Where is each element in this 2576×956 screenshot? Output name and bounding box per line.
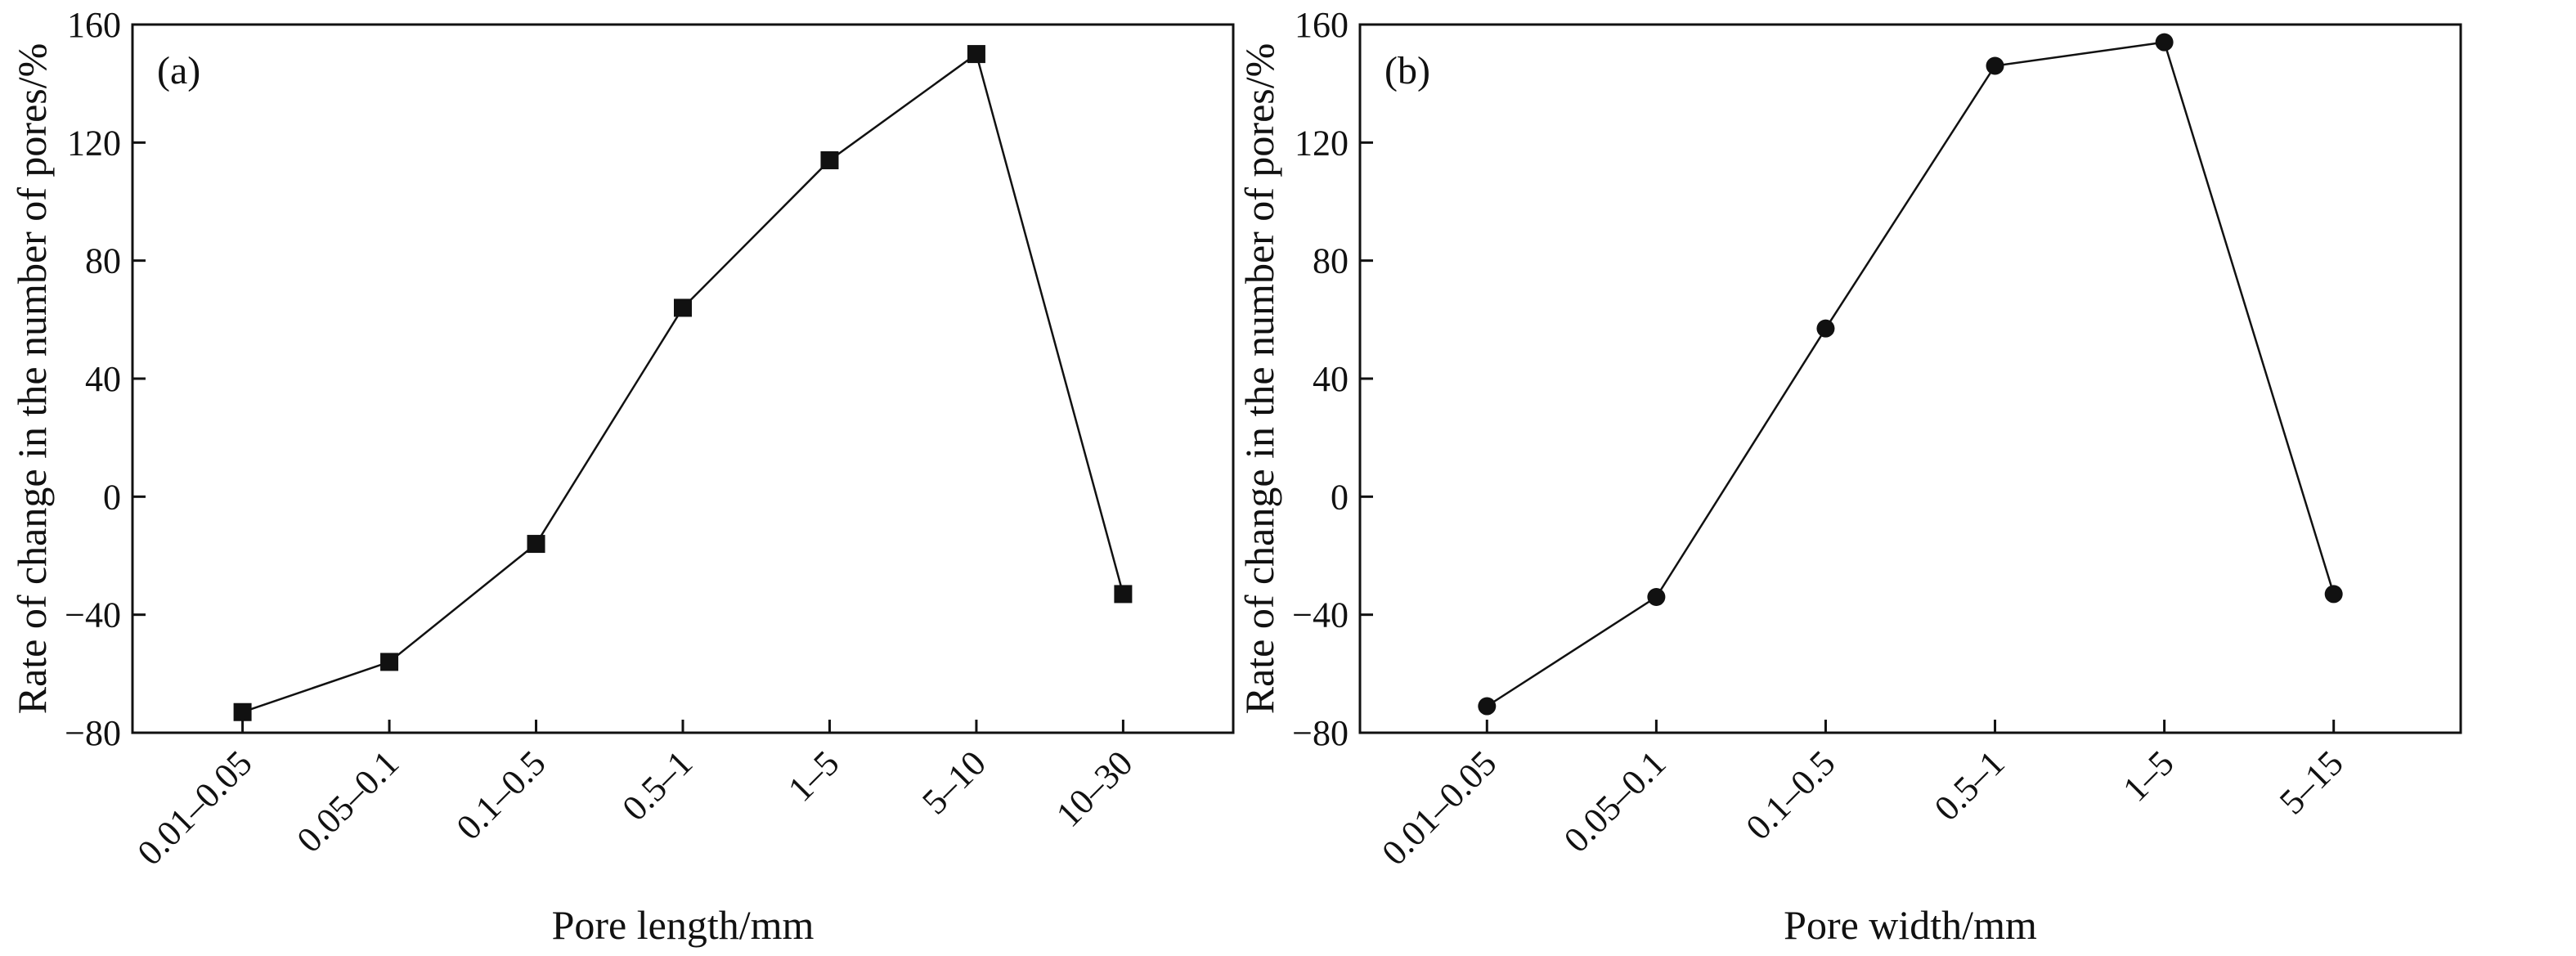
panel-label-b: (b)	[1384, 49, 1430, 92]
data-point-a	[527, 535, 545, 554]
x-tick-label-a: 1–5	[780, 743, 846, 809]
x-tick-label-b: 0.5–1	[1927, 743, 2013, 828]
data-point-a	[1114, 585, 1133, 604]
x-axis-title-b: Pore width/mm	[1784, 902, 2037, 948]
y-tick-label-b: 0	[1331, 477, 1349, 517]
x-tick-label-a: 0.5–1	[614, 743, 700, 828]
y-tick-label-a: −40	[65, 595, 121, 635]
y-axis-title-b: Rate of change in the number of pores/%	[1236, 43, 1282, 715]
panel-label-a: (a)	[157, 49, 200, 92]
y-tick-label-b: 80	[1313, 241, 1349, 281]
data-point-b	[1816, 319, 1835, 338]
series-line-b	[1486, 41, 2335, 707]
y-tick-label-b: −80	[1292, 713, 1349, 753]
data-point-a	[820, 150, 839, 169]
plot-frame-b	[1358, 23, 2462, 734]
y-tick-label-a: 80	[85, 241, 121, 281]
x-tick-label-a: 0.1–0.5	[449, 743, 554, 847]
y-tick-label-b: −40	[1292, 595, 1349, 635]
y-tick-label-a: 120	[67, 123, 121, 163]
data-point-b	[1478, 697, 1497, 716]
series-line-a	[242, 52, 1124, 713]
data-point-a	[380, 653, 399, 671]
y-tick-label-b: 120	[1295, 123, 1349, 163]
x-tick-label-b: 0.05–0.1	[1556, 743, 1674, 860]
data-point-a	[967, 45, 985, 64]
y-tick-label-b: 160	[1295, 5, 1349, 45]
x-tick-label-a: 10–30	[1048, 743, 1140, 834]
y-tick-label-a: 40	[85, 359, 121, 399]
data-point-a	[233, 702, 252, 721]
y-tick-label-b: 40	[1313, 359, 1349, 399]
x-tick-label-b: 0.01–0.05	[1374, 743, 1504, 873]
data-point-a	[674, 298, 692, 317]
x-axis-title-a: Pore length/mm	[552, 902, 815, 948]
y-tick-label-a: 160	[67, 5, 121, 45]
data-point-b	[2324, 585, 2343, 604]
y-axis-title-a: Rate of change in the number of pores/%	[9, 43, 55, 715]
data-point-b	[1986, 56, 2004, 75]
chart-panel-a: −80 −40 0 40 80 120 160 0.01–0.05 0.05–0.1 0.1–0.…	[9, 5, 1235, 948]
y-tick-label-a: −80	[65, 713, 121, 753]
x-tick-label-a: 0.05–0.1	[289, 743, 407, 860]
x-tick-label-a: 0.01–0.05	[130, 743, 260, 873]
x-tick-label-b: 5–15	[2272, 743, 2351, 822]
plot-frame-a	[131, 23, 1235, 734]
data-point-b	[2155, 33, 2174, 52]
data-point-b	[1647, 588, 1666, 607]
x-tick-label-b: 0.1–0.5	[1739, 743, 1843, 847]
x-tick-label-a: 5–10	[914, 743, 994, 822]
x-tick-label-b: 1–5	[2115, 743, 2181, 809]
chart-panel-b: −80 −40 0 40 80 120 160 0.01–0.05 0.05–0.1 0.1–0.…	[1236, 5, 2462, 948]
y-tick-label-a: 0	[103, 477, 121, 517]
